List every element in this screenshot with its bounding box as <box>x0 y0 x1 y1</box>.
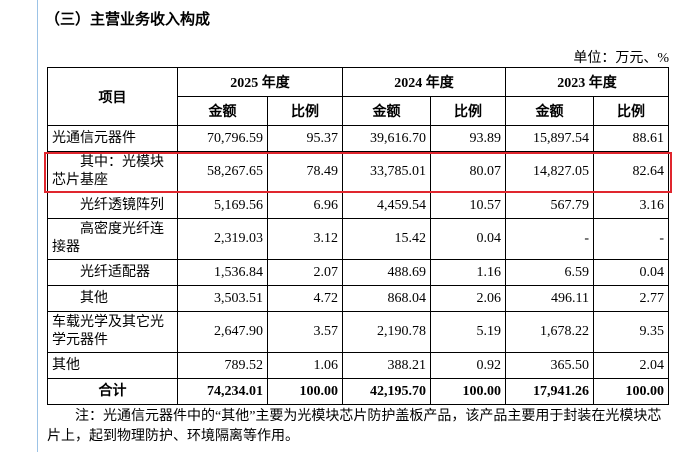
cell: 0.92 <box>430 352 506 379</box>
row-label: 光纤适配器 <box>47 259 178 286</box>
cell: 70,796.59 <box>177 125 268 152</box>
section-title: （三）主营业务收入构成 <box>45 12 211 28</box>
column-header: 比例 <box>430 96 506 126</box>
cell: 2.77 <box>593 285 669 312</box>
table-row: 其中：光模块芯片基座 58,267.65 78.49 33,785.01 80.07 14… <box>47 151 669 193</box>
table-row: 其他 789.52 1.06 388.21 0.92 365.50 2.04 <box>47 352 669 379</box>
unit-label: 单位：万元、% <box>573 51 669 66</box>
column-header: 比例 <box>593 96 669 126</box>
cell: 365.50 <box>505 352 594 379</box>
cell: 100.00 <box>430 378 506 405</box>
cell: 2.04 <box>593 352 669 379</box>
margin-rule <box>37 0 38 452</box>
table-row: 车载光学及其它光学元器件 2,647.90 3.57 2,190.78 5.19 1,67… <box>47 311 669 353</box>
year-header: 2023 年度 <box>505 67 669 97</box>
row-label: 车载光学及其它光学元器件 <box>47 311 178 353</box>
cell: 42,195.70 <box>342 378 431 405</box>
table-row: 其他 3,503.51 4.72 868.04 2.06 496.11 2.77 <box>47 285 669 312</box>
cell: 3.57 <box>267 311 343 353</box>
cell: 6.96 <box>267 192 343 219</box>
row-label: 高密度光纤连接器 <box>47 218 178 260</box>
cell: 0.04 <box>593 259 669 286</box>
cell: 4,459.54 <box>342 192 431 219</box>
cell: 15.42 <box>342 218 431 260</box>
cell: 496.11 <box>505 285 594 312</box>
row-label: 其他 <box>47 352 178 379</box>
cell: 4.72 <box>267 285 343 312</box>
row-label: 光通信元器件 <box>47 125 178 152</box>
cell: 15,897.54 <box>505 125 594 152</box>
row-label: 其他 <box>47 285 178 312</box>
cell: 14,827.05 <box>505 151 594 193</box>
cell: 33,785.01 <box>342 151 431 193</box>
item-header: 项目 <box>47 67 178 126</box>
table-row: 光通信元器件 70,796.59 95.37 39,616.70 93.89 15,897… <box>47 125 669 152</box>
table-row: 光纤透镜阵列 5,169.56 6.96 4,459.54 10.57 567.79 3.1… <box>47 192 669 219</box>
cell: - <box>505 218 594 260</box>
cell: 5,169.56 <box>177 192 268 219</box>
table-row: 合计 74,234.01 100.00 42,195.70 100.00 17,941.2… <box>47 378 669 405</box>
cell: 567.79 <box>505 192 594 219</box>
cell: 100.00 <box>593 378 669 405</box>
cell: 93.89 <box>430 125 506 152</box>
cell: 0.04 <box>430 218 506 260</box>
cell: 95.37 <box>267 125 343 152</box>
cell: 39,616.70 <box>342 125 431 152</box>
row-label: 其中：光模块芯片基座 <box>47 151 178 193</box>
row-label: 合计 <box>47 378 178 405</box>
cell: 1.06 <box>267 352 343 379</box>
cell: 3.16 <box>593 192 669 219</box>
cell: 388.21 <box>342 352 431 379</box>
year-header: 2024 年度 <box>342 67 506 97</box>
column-header: 金额 <box>342 96 431 126</box>
cell: - <box>593 218 669 260</box>
cell: 1.16 <box>430 259 506 286</box>
cell: 3.12 <box>267 218 343 260</box>
cell: 2,647.90 <box>177 311 268 353</box>
cell: 868.04 <box>342 285 431 312</box>
cell: 9.35 <box>593 311 669 353</box>
year-header: 2025 年度 <box>177 67 343 97</box>
cell: 789.52 <box>177 352 268 379</box>
footnote: 注：光通信元器件中的“其他”主要为光模块芯片防护盖板产品，该产品主要用于封装在光… <box>47 409 662 444</box>
cell: 74,234.01 <box>177 378 268 405</box>
cell: 5.19 <box>430 311 506 353</box>
cell: 1,536.84 <box>177 259 268 286</box>
cell: 100.00 <box>267 378 343 405</box>
cell: 82.64 <box>593 151 669 193</box>
cell: 2.07 <box>267 259 343 286</box>
column-header: 金额 <box>177 96 268 126</box>
cell: 10.57 <box>430 192 506 219</box>
cell: 78.49 <box>267 151 343 193</box>
revenue-table: 项目 2025 年度 2024 年度 2023 年度 金额 比例 金额 比例 金额 比例 … <box>47 67 669 405</box>
column-header: 金额 <box>505 96 594 126</box>
cell: 1,678.22 <box>505 311 594 353</box>
cell: 80.07 <box>430 151 506 193</box>
cell: 3,503.51 <box>177 285 268 312</box>
cell: 88.61 <box>593 125 669 152</box>
table-row: 高密度光纤连接器 2,319.03 3.12 15.42 0.04- - <box>47 218 669 260</box>
cell: 2.06 <box>430 285 506 312</box>
cell: 17,941.26 <box>505 378 594 405</box>
cell: 2,190.78 <box>342 311 431 353</box>
cell: 488.69 <box>342 259 431 286</box>
table-row: 光纤适配器 1,536.84 2.07 488.69 1.16 6.59 0.04 <box>47 259 669 286</box>
cell: 6.59 <box>505 259 594 286</box>
column-header: 比例 <box>267 96 343 126</box>
cell: 58,267.65 <box>177 151 268 193</box>
cell: 2,319.03 <box>177 218 268 260</box>
row-label: 光纤透镜阵列 <box>47 192 178 219</box>
